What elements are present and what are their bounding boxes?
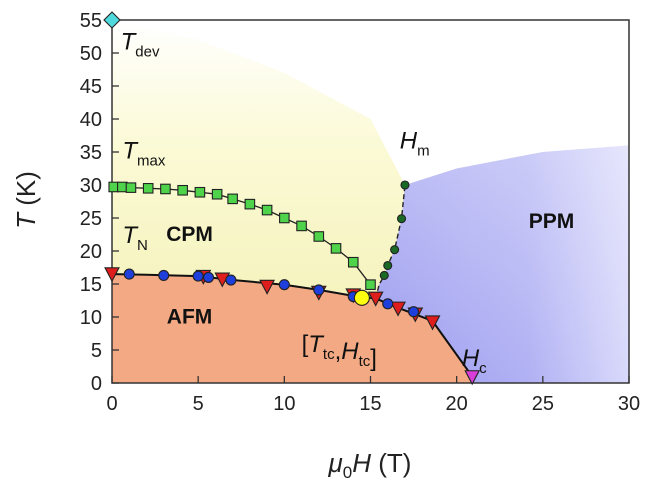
chart-labels: CPM PPM AFM Tdev Tmax TN Hm [Ttc,Htc] Hc <box>121 29 575 377</box>
tmax-marker <box>211 188 223 200</box>
tn-triangle-marker <box>390 301 406 317</box>
x-tick-label: 20 <box>446 393 468 415</box>
annotation-label: Tdev <box>121 29 160 61</box>
tmax-marker <box>261 204 273 216</box>
tn-circle-marker <box>202 271 215 283</box>
hm-marker <box>383 260 393 271</box>
tmax-marker <box>177 184 188 196</box>
hc-marker <box>464 370 481 386</box>
x-axis-title-unit: (T) <box>371 448 411 478</box>
tn-circle-marker <box>192 270 204 282</box>
hm-marker <box>390 245 400 255</box>
cpm-region <box>112 20 405 299</box>
plot-axes: 0 5 10 15 20 25 30 0 5 10 15 20 25 30 35 40 45 50 55 μ0H … <box>11 10 640 482</box>
tmax-marker <box>330 243 342 254</box>
y-axis-ticks: 0 5 10 15 20 25 30 35 40 45 50 55 <box>80 10 119 395</box>
tmax-marker <box>142 183 154 194</box>
y-tick-label: 20 <box>80 241 102 263</box>
annotation-label: Hc <box>462 345 487 377</box>
annotation-label: Tmax <box>122 138 166 170</box>
tmax-marker <box>227 193 238 205</box>
x-axis-title-subscript: 0 <box>343 463 352 482</box>
region-label-afm: AFM <box>167 306 213 329</box>
x-tick-label: 5 <box>193 393 204 415</box>
annotation-label: [Ttc,Htc] <box>302 331 377 372</box>
x-axis-ticks: 0 5 10 15 20 25 30 <box>106 376 640 415</box>
y-tick-label: 45 <box>80 76 102 98</box>
tmax-marker <box>313 231 325 242</box>
x-axis-title-symbol: μ <box>328 448 343 478</box>
tn-triangle-marker <box>424 315 441 331</box>
y-tick-label: 50 <box>80 43 102 65</box>
x-tick-label: 10 <box>273 393 295 415</box>
tn-circle-marker <box>158 269 170 281</box>
region-label-ppm: PPM <box>529 210 575 233</box>
tdev-marker <box>103 11 121 29</box>
tmax-marker <box>279 212 290 224</box>
tn-circle-marker <box>408 306 420 318</box>
y-tick-label: 15 <box>80 274 102 296</box>
tmax-marker <box>365 279 376 290</box>
y-tick-label: 25 <box>80 208 102 230</box>
data-markers <box>103 11 481 386</box>
tmax-marker <box>296 220 307 232</box>
hm-marker <box>379 270 389 280</box>
x-tick-label: 30 <box>618 393 640 415</box>
tn-circle-marker <box>382 298 394 310</box>
tmax-marker <box>244 198 256 210</box>
tmax-marker <box>160 183 171 195</box>
y-tick-label: 5 <box>91 340 102 362</box>
tn-circle-marker <box>313 284 325 296</box>
region-label-cpm: CPM <box>166 223 213 246</box>
y-tick-label: 30 <box>80 175 102 197</box>
tn-triangle-marker <box>367 291 384 307</box>
y-tick-label: 35 <box>80 142 102 164</box>
tn-triangle-marker <box>104 267 120 283</box>
tn-circle-marker <box>225 274 237 286</box>
tn-circle-marker <box>123 268 135 280</box>
tmax-marker <box>347 256 359 268</box>
x-tick-label: 0 <box>106 393 117 415</box>
y-axis-title-variable: T <box>11 211 41 229</box>
tricritical-marker <box>353 289 370 306</box>
y-tick-label: 55 <box>80 10 102 32</box>
y-tick-label: 40 <box>80 109 102 131</box>
hm-marker <box>400 180 410 190</box>
x-tick-label: 25 <box>532 393 554 415</box>
x-axis-title: μ0H (T) <box>328 448 412 482</box>
y-tick-label: 10 <box>80 307 102 329</box>
y-tick-label: 0 <box>91 373 102 395</box>
annotation-label: TN <box>122 222 148 254</box>
tmax-marker <box>194 186 206 198</box>
tmax-marker <box>125 182 137 193</box>
ppm-region-shade <box>375 145 629 383</box>
y-axis-title-unit: (K) <box>11 171 41 213</box>
tn-triangle-marker <box>259 279 276 295</box>
tn-circle-marker <box>278 279 290 291</box>
hm-marker <box>396 214 407 224</box>
y-axis-title: T (K) <box>11 171 41 229</box>
x-axis-title-variable: H <box>352 448 371 478</box>
x-tick-label: 15 <box>359 393 381 415</box>
annotation-label: Hm <box>400 128 430 160</box>
